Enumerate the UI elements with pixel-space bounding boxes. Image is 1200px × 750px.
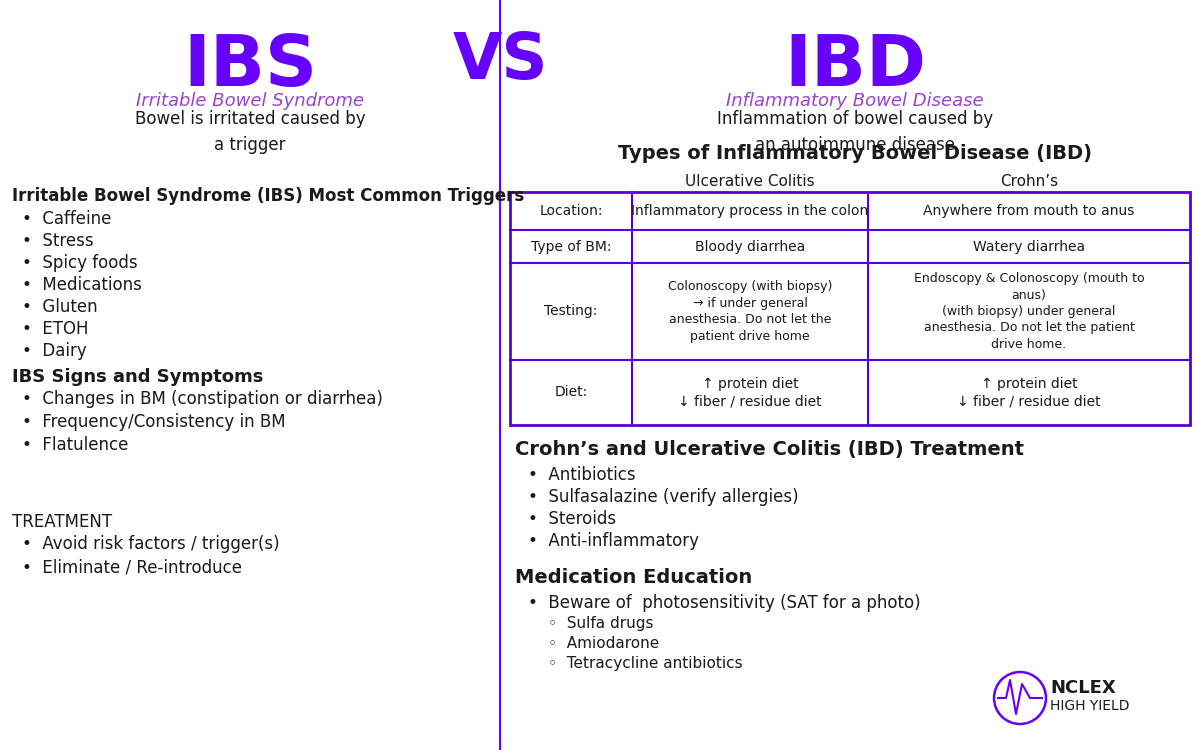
Text: Type of BM:: Type of BM: [530,239,611,254]
Text: •  Spicy foods: • Spicy foods [22,254,138,272]
Text: ◦  Amiodarone: ◦ Amiodarone [548,636,659,651]
Text: Irritable Bowel Syndrome (IBS) Most Common Triggers: Irritable Bowel Syndrome (IBS) Most Comm… [12,187,524,205]
Text: Bloody diarrhea: Bloody diarrhea [695,239,805,254]
Text: Inflammatory process in the colon: Inflammatory process in the colon [631,204,869,218]
Text: ◦  Sulfa drugs: ◦ Sulfa drugs [548,616,654,631]
Text: Colonoscopy (with biopsy)
→ if under general
anesthesia. Do not let the
patient : Colonoscopy (with biopsy) → if under gen… [668,280,832,343]
Text: Bowel is irritated caused by
a trigger: Bowel is irritated caused by a trigger [134,110,365,154]
Text: Endoscopy & Colonoscopy (mouth to
anus)
(with biopsy) under general
anesthesia. : Endoscopy & Colonoscopy (mouth to anus) … [913,272,1145,351]
Text: Inflammation of bowel caused by
an autoimmune disease: Inflammation of bowel caused by an autoi… [716,110,994,154]
Text: •  Antibiotics: • Antibiotics [528,466,636,484]
Text: ◦  Tetracycline antibiotics: ◦ Tetracycline antibiotics [548,656,743,671]
Text: •  Gluten: • Gluten [22,298,97,316]
Text: Medication Education: Medication Education [515,568,752,587]
Text: •  ETOH: • ETOH [22,320,89,338]
Text: IBS Signs and Symptoms: IBS Signs and Symptoms [12,368,263,386]
Text: •  Frequency/Consistency in BM: • Frequency/Consistency in BM [22,413,286,431]
Text: NCLEX: NCLEX [1050,679,1116,697]
Text: •  Eliminate / Re-introduce: • Eliminate / Re-introduce [22,559,242,577]
Text: Ulcerative Colitis: Ulcerative Colitis [685,174,815,189]
Text: IBS: IBS [182,32,317,101]
Text: Inflammatory Bowel Disease: Inflammatory Bowel Disease [726,92,984,110]
Text: Anywhere from mouth to anus: Anywhere from mouth to anus [923,204,1135,218]
Text: Watery diarrhea: Watery diarrhea [973,239,1085,254]
Text: VS: VS [452,30,547,92]
Text: •  Medications: • Medications [22,276,142,294]
Text: •  Sulfasalazine (verify allergies): • Sulfasalazine (verify allergies) [528,488,799,506]
Text: Crohn’s: Crohn’s [1000,174,1058,189]
Text: IBD: IBD [784,32,926,101]
Text: Location:: Location: [539,204,602,218]
Text: HIGH YIELD: HIGH YIELD [1050,699,1129,713]
Text: •  Anti-inflammatory: • Anti-inflammatory [528,532,698,550]
Text: •  Beware of  photosensitivity (SAT for a photo): • Beware of photosensitivity (SAT for a … [528,594,920,612]
Text: •  Stress: • Stress [22,232,94,250]
Text: Types of Inflammatory Bowel Disease (IBD): Types of Inflammatory Bowel Disease (IBD… [618,144,1092,163]
Text: •  Flatulence: • Flatulence [22,436,128,454]
Text: Testing:: Testing: [545,304,598,319]
Text: ↑ protein diet
↓ fiber / residue diet: ↑ protein diet ↓ fiber / residue diet [958,376,1100,409]
Text: •  Avoid risk factors / trigger(s): • Avoid risk factors / trigger(s) [22,535,280,553]
Text: •  Caffeine: • Caffeine [22,210,112,228]
Text: Crohn’s and Ulcerative Colitis (IBD) Treatment: Crohn’s and Ulcerative Colitis (IBD) Tre… [515,440,1024,459]
Text: •  Steroids: • Steroids [528,510,616,528]
Text: •  Dairy: • Dairy [22,342,86,360]
Text: ↑ protein diet
↓ fiber / residue diet: ↑ protein diet ↓ fiber / residue diet [678,376,822,409]
Text: Irritable Bowel Syndrome: Irritable Bowel Syndrome [136,92,364,110]
Bar [510,192,1190,425]
Text: TREATMENT: TREATMENT [12,513,112,531]
Text: Diet:: Diet: [554,386,588,400]
Text: •  Changes in BM (constipation or diarrhea): • Changes in BM (constipation or diarrhe… [22,390,383,408]
